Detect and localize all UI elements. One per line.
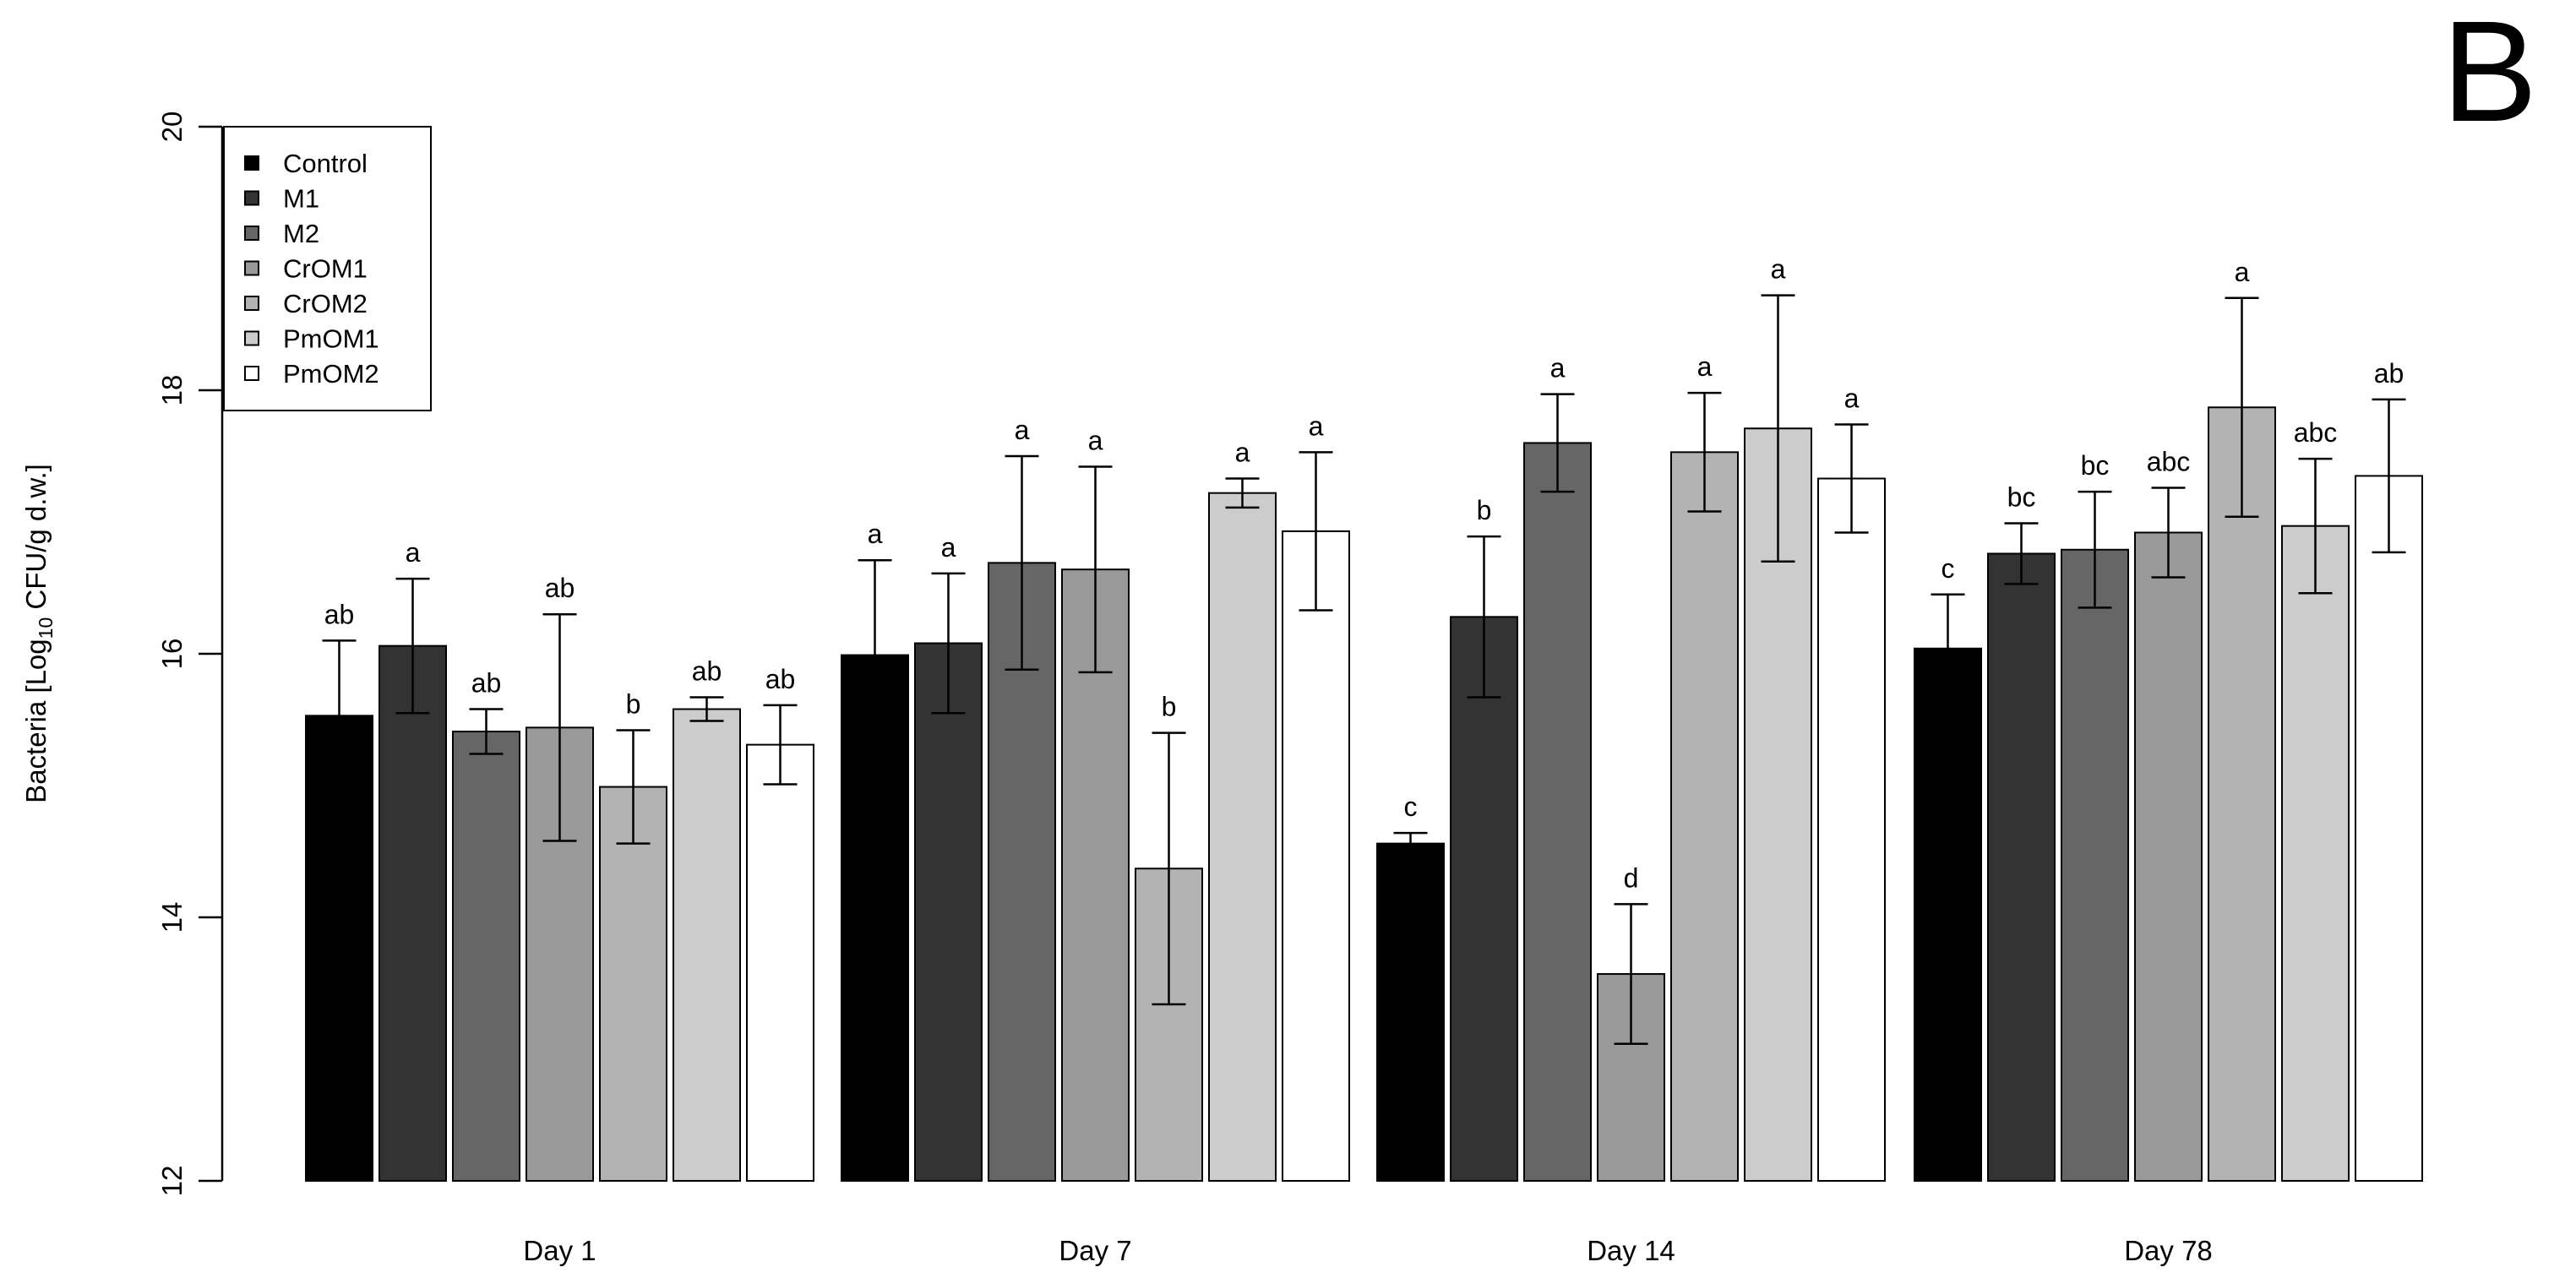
bar [673, 708, 741, 1182]
significance-letter: a [1015, 415, 1030, 445]
legend: Control M1 M2 CrOM1 CrOM2 PmOM1 PmOM2 [223, 126, 432, 411]
legend-entry: PmOM1 [283, 324, 379, 354]
significance-letter: abc [2294, 417, 2338, 448]
bar [1523, 442, 1592, 1182]
significance-letter: a [1235, 438, 1250, 468]
significance-letter: b [626, 688, 641, 719]
bar [1450, 616, 1518, 1182]
legend-entry: M1 [283, 184, 319, 214]
legend-swatch [244, 366, 259, 381]
legend-swatch [244, 190, 259, 206]
significance-letter: b [1162, 692, 1177, 722]
bar [1282, 530, 1350, 1182]
legend-swatch [244, 226, 259, 241]
y-tick-label: 12 [156, 1166, 188, 1197]
bar [305, 715, 373, 1182]
significance-letter: ab [765, 664, 796, 694]
significance-letter: a [1771, 254, 1786, 285]
x-category-label: Day 1 [523, 1235, 596, 1266]
significance-letter: ab [2374, 358, 2404, 389]
bar [2134, 531, 2203, 1182]
bar [746, 743, 814, 1182]
legend-swatch [244, 330, 259, 346]
legend-entry: Control [283, 149, 368, 178]
legend-swatch [244, 260, 259, 276]
y-tick-label: 16 [156, 639, 188, 670]
bar [2355, 475, 2423, 1182]
x-category-label: Day 78 [2124, 1235, 2213, 1266]
bar [2061, 548, 2129, 1182]
bar [1817, 477, 1886, 1182]
legend-entry: CrOM2 [283, 289, 368, 318]
significance-letter: c [1404, 791, 1418, 822]
panel-label: B [2442, 0, 2538, 152]
bar [914, 642, 983, 1182]
significance-letter: ab [471, 668, 502, 699]
y-tick-label: 18 [156, 375, 188, 406]
significance-letter: a [1697, 351, 1713, 382]
legend-swatch [244, 155, 259, 171]
significance-letter: a [941, 532, 956, 563]
significance-letter: a [868, 519, 883, 549]
significance-letter: abc [2147, 446, 2191, 476]
significance-letter: ab [692, 655, 722, 686]
bar [2208, 406, 2276, 1182]
significance-letter: ab [545, 573, 575, 603]
significance-letter: a [406, 537, 421, 568]
legend-entry: CrOM1 [283, 254, 368, 284]
bar [379, 644, 447, 1182]
y-tick-label: 20 [156, 111, 188, 143]
significance-letter: d [1624, 862, 1639, 893]
y-axis: 12 14 16 18 20 [156, 111, 224, 1197]
legend-entry: PmOM2 [283, 359, 379, 389]
bar [1376, 842, 1445, 1182]
significance-letter: bc [2081, 450, 2110, 481]
significance-letter: b [1477, 495, 1492, 525]
bar [1670, 451, 1739, 1182]
bars-layer [305, 406, 2423, 1183]
bar [1914, 647, 1982, 1182]
bar [599, 786, 667, 1182]
legend-entry: M2 [283, 219, 319, 248]
bar [2281, 525, 2350, 1182]
significance-letter: a [2235, 257, 2250, 287]
y-tick-label: 14 [156, 902, 188, 933]
error-bars-layer [322, 294, 2406, 1046]
significance-letter: bc [2007, 482, 2036, 513]
bar [452, 731, 520, 1182]
significance-letter: ab [324, 599, 355, 629]
x-category-label: Day 7 [1059, 1235, 1131, 1266]
x-category-label: Day 14 [1587, 1235, 1675, 1266]
legend-swatch [244, 296, 259, 311]
bar [1987, 552, 2056, 1182]
significance-letter: a [1550, 353, 1566, 383]
x-axis-labels: Day 1 Day 7 Day 14 Day 78 [523, 1235, 2212, 1266]
significance-letter: c [1942, 553, 1955, 584]
significance-letter: a [1088, 425, 1103, 455]
y-axis-label: Bacteria [Log10 CFU/g d.w.] [20, 464, 57, 803]
significance-letter: a [1309, 411, 1324, 441]
bar [1208, 492, 1277, 1182]
significance-letter: a [1844, 383, 1860, 414]
